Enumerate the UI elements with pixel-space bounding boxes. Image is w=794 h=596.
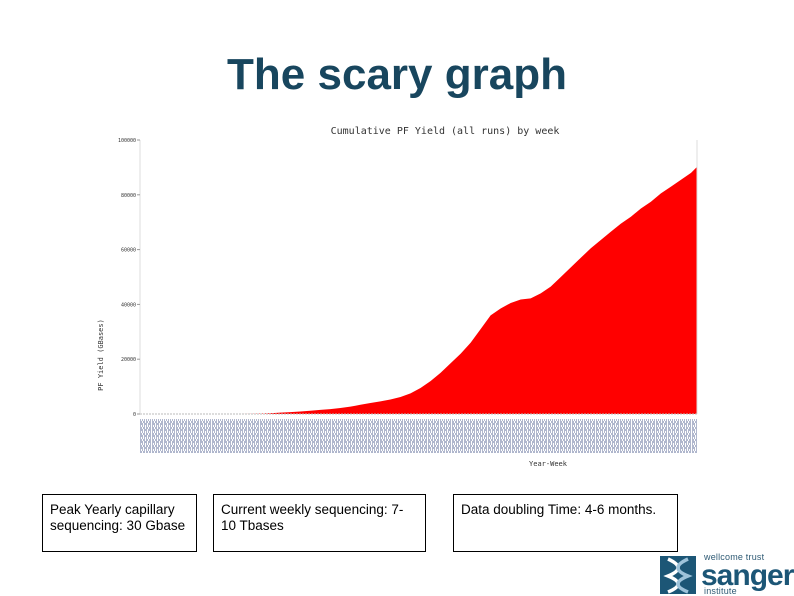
slide-title: The scary graph: [227, 50, 567, 99]
y-tick-label: 60000: [121, 248, 136, 254]
cumulative-yield-chart: Cumulative PF Yield (all runs) by week P…: [97, 126, 698, 468]
y-axis-label: PF Yield (GBases): [97, 319, 105, 391]
yield-area: [140, 166, 697, 414]
dna-helix-icon: [660, 556, 696, 594]
note-capillary-sequencing: Peak Yearly capillary sequencing: 30 Gba…: [42, 494, 197, 552]
y-tick-label: 20000: [121, 357, 136, 363]
y-tick-label: 0: [133, 412, 136, 418]
sanger-logo: wellcome trust sanger institute: [660, 552, 794, 596]
logo-top-text: wellcome trust: [704, 552, 765, 562]
chart-title: Cumulative PF Yield (all runs) by week: [331, 126, 560, 137]
logo-bottom-text: institute: [704, 586, 737, 596]
y-tick-label: 100000: [118, 138, 136, 144]
y-tick-label: 40000: [121, 302, 136, 308]
logo-name: sanger: [701, 559, 794, 592]
note-doubling-time: Data doubling Time: 4-6 months.: [453, 494, 678, 552]
x-axis-label: Year-Week: [529, 460, 568, 468]
y-tick-label: 80000: [121, 193, 136, 199]
note-weekly-sequencing: Current weekly sequencing: 7-10 Tbases: [213, 494, 426, 552]
